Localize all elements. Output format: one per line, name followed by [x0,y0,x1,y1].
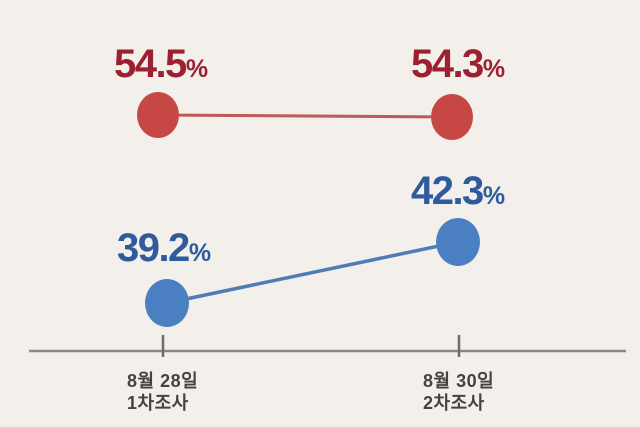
red-point-1-marker [137,92,179,138]
x-axis-label-1-date: 8월 28일 [127,371,199,391]
x-axis-label-1: 8월 28일 1차조사 [127,370,198,414]
blue-point-2-value-label: 42.3% [411,171,505,211]
red-point-1-value-label: 54.5% [114,44,208,84]
red-series-line [157,113,453,119]
red-point-1-percent-sign: % [185,55,209,83]
red-point-1-number: 54.5 [113,42,187,86]
red-point-2-marker [431,94,473,140]
blue-series-line [166,240,459,305]
blue-point-2-marker [436,218,480,266]
red-point-2-percent-sign: % [482,55,506,83]
x-axis-label-2-survey: 2차조사 [423,393,485,413]
blue-point-2-number: 42.3 [410,169,484,213]
x-axis-label-1-survey: 1차조사 [127,393,189,413]
blue-point-2-percent-sign: % [482,182,506,210]
blue-point-1-marker [145,279,189,327]
red-point-2-number: 54.3 [410,42,484,86]
blue-point-1-number: 39.2 [116,226,190,270]
x-axis-label-2: 8월 30일 2차조사 [423,370,494,414]
red-point-2-value-label: 54.3% [411,44,505,84]
blue-point-1-value-label: 39.2% [117,228,211,268]
x-axis-label-2-date: 8월 30일 [423,371,495,391]
blue-point-1-percent-sign: % [188,239,212,267]
